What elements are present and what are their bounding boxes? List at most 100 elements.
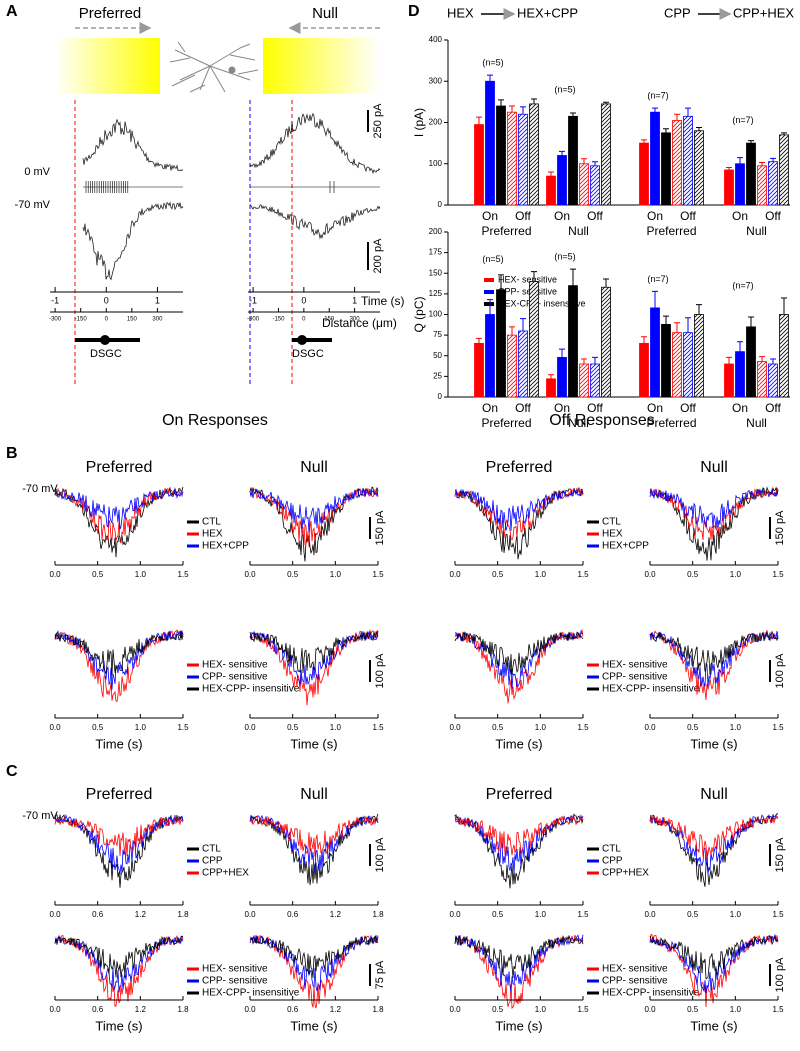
trace <box>649 487 779 541</box>
x-tick-label: 1.5 <box>772 1005 784 1014</box>
x-tick-label: 0.6 <box>92 910 104 919</box>
plot-title: Null <box>300 786 328 803</box>
x-tick-label: 1.5 <box>577 570 589 579</box>
error-bar <box>592 356 598 364</box>
x-tick-label: 1.5 <box>772 723 784 732</box>
group-label: Null <box>746 416 767 430</box>
y-tick-label: 400 <box>429 35 443 44</box>
error-bar <box>592 161 598 166</box>
scale-label: 150 pA <box>774 837 786 873</box>
cell-soma <box>297 335 307 345</box>
legend-label: CPP- sensitive <box>202 976 268 987</box>
bar <box>724 363 734 398</box>
x-tick-label: 0.5 <box>687 1005 699 1014</box>
error-bar <box>685 317 691 333</box>
y-tick-label: 200 <box>429 118 443 127</box>
x-tick-label: 0.0 <box>49 723 61 732</box>
x-tick-label: 1.5 <box>372 723 384 732</box>
trace <box>54 487 184 544</box>
group-note: (n=5) <box>554 85 575 95</box>
bar <box>518 113 528 206</box>
trace <box>249 935 379 978</box>
x-tick-label: 1.0 <box>730 910 742 919</box>
error-bar <box>696 304 702 315</box>
group-label: Null <box>568 224 589 238</box>
error-bar <box>641 139 647 144</box>
error-bar <box>548 374 554 379</box>
group-note: (n=7) <box>732 280 753 290</box>
legend-label: CTL <box>202 844 221 855</box>
bar <box>568 285 578 398</box>
bar <box>735 163 745 206</box>
x-tick-label: 0.0 <box>449 723 461 732</box>
bar <box>650 307 660 398</box>
x-tick-label: 1.0 <box>135 723 147 732</box>
distance-tick-label: -300 <box>247 317 260 323</box>
trace <box>54 631 184 676</box>
bar <box>568 115 578 206</box>
trace <box>649 630 779 676</box>
voltage-label: -70 mV <box>15 199 51 211</box>
x-tick-label: 0.0 <box>644 910 656 919</box>
legend-label: CTL <box>602 517 621 528</box>
trace <box>649 486 779 561</box>
y-tick-label: 0 <box>438 200 443 209</box>
legend-label: CPP- sensitive <box>202 672 268 683</box>
direction-label: Null <box>312 5 338 22</box>
cell-label: DSGC <box>292 348 324 360</box>
error-bar <box>652 107 658 113</box>
distance-tick-label: -150 <box>272 317 285 323</box>
error-bar <box>570 268 576 286</box>
error-bar <box>531 98 537 104</box>
bar <box>724 169 734 206</box>
bar <box>661 323 671 398</box>
x-tick-label: 0.0 <box>644 570 656 579</box>
error-bar <box>674 322 680 333</box>
legend-label: HEX <box>602 529 623 540</box>
error-bar <box>603 278 609 288</box>
x-tick-label: 1.0 <box>535 570 547 579</box>
x-tick-label: 0.0 <box>449 910 461 919</box>
y-tick-label: 150 <box>429 268 443 277</box>
scale-label: 100 pA <box>774 653 786 689</box>
trace <box>82 118 184 171</box>
bar <box>474 124 484 206</box>
panel-label: C <box>6 763 18 780</box>
x-tick-label: 0.0 <box>49 910 61 919</box>
bar <box>683 332 693 398</box>
x-tick-label: 1.8 <box>372 910 384 919</box>
x-tick-label: 1.5 <box>772 570 784 579</box>
distance-tick-label: 150 <box>127 317 138 323</box>
header-from: HEX <box>447 5 474 20</box>
scale-label: 150 pA <box>374 510 386 546</box>
bar <box>639 142 649 206</box>
x-tick-label: 0.0 <box>244 910 256 919</box>
bar <box>590 363 600 398</box>
error-bar <box>641 336 647 344</box>
error-bar <box>652 290 658 308</box>
x-tick-label: 0.0 <box>644 723 656 732</box>
legend-label: HEX- sensitive <box>202 660 268 671</box>
legend-label: CTL <box>602 844 621 855</box>
error-bar <box>674 113 680 121</box>
bar <box>529 281 539 398</box>
trace <box>249 815 379 857</box>
bar <box>557 155 567 206</box>
distance-tick-label: 300 <box>350 317 361 323</box>
x-tick-label: 0.0 <box>244 570 256 579</box>
x-tick-label: 1.0 <box>730 723 742 732</box>
x-tick-label: 1.5 <box>772 910 784 919</box>
legend-label: CPP <box>202 856 223 867</box>
distance-tick-label: 0 <box>105 317 109 323</box>
trace <box>249 112 381 175</box>
axis-title: Time (s) <box>290 736 337 751</box>
group-note: (n=7) <box>647 90 668 100</box>
x-tick-label: 0.6 <box>92 1005 104 1014</box>
x-tick-label: Off <box>587 401 603 415</box>
x-tick-label: On <box>554 401 570 415</box>
y-tick-label: 175 <box>429 248 443 257</box>
panel-label: A <box>6 3 18 20</box>
x-tick-label: 0.0 <box>449 570 461 579</box>
bar <box>601 286 611 398</box>
x-tick-label: On <box>647 209 663 223</box>
